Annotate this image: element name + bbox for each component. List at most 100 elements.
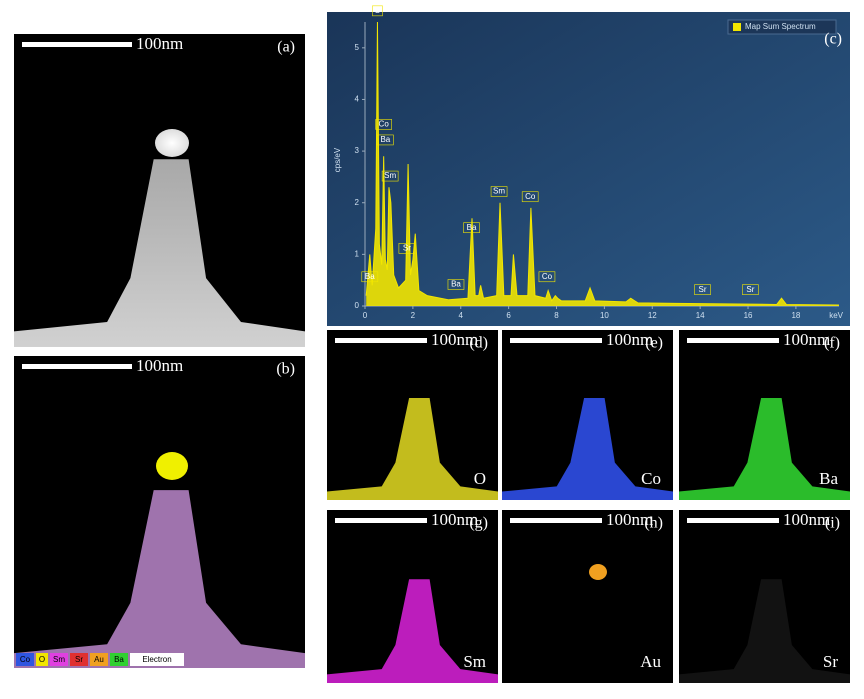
legend-label: Sm (53, 655, 65, 664)
element-label: Co (641, 469, 661, 488)
y-tick-label: 2 (355, 198, 360, 207)
legend-swatch (733, 23, 741, 31)
peak-label: Co (542, 272, 553, 281)
x-tick-label: 16 (744, 311, 753, 320)
peak-label-box (490, 186, 508, 197)
y-tick-label: 4 (355, 95, 360, 104)
panel-label: (h) (644, 515, 663, 532)
scale-bar (510, 338, 602, 343)
legend-chip (16, 653, 34, 666)
scale-bar (22, 42, 132, 47)
scale-bar-label: 100nm (431, 330, 478, 349)
element-label: Au (640, 652, 661, 671)
scale-bar (335, 518, 427, 523)
peak-label-box (398, 243, 416, 254)
x-tick-label: 10 (600, 311, 609, 320)
peak-label: Sr (699, 285, 707, 294)
peak-label: Co (379, 120, 390, 129)
element-label: Ba (819, 469, 838, 488)
peak-label: O (374, 6, 380, 15)
scale-bar (687, 338, 779, 343)
legend-chip (50, 653, 68, 666)
peak-label-box (538, 271, 556, 283)
x-tick-label: 4 (459, 311, 464, 320)
legend-label: Map Sum Spectrum (745, 22, 816, 31)
element-map (679, 398, 850, 500)
y-tick-label: 3 (355, 146, 360, 155)
legend-label: Electron (142, 655, 171, 664)
panel-label: (g) (469, 515, 488, 532)
y-tick-label: 1 (355, 249, 360, 258)
legend-chip (36, 653, 48, 666)
panel-bg (502, 510, 673, 683)
panel-label: (f) (824, 335, 840, 352)
peak-label: Ba (365, 272, 375, 281)
panel-label: (d) (469, 335, 488, 352)
scale-bar (22, 364, 132, 369)
legend-chip (90, 653, 108, 666)
element-label: O (474, 469, 486, 488)
scale-bar-label: 100nm (783, 330, 830, 349)
legend-chip (130, 653, 184, 666)
element-map (327, 579, 498, 683)
peak-label-box (361, 271, 379, 283)
legend-chip (110, 653, 128, 666)
scale-bar-label: 100nm (431, 510, 478, 529)
element-label: Sm (463, 652, 486, 671)
au-particle (155, 129, 189, 157)
element-map (502, 398, 673, 500)
peak-label: Ba (467, 223, 477, 232)
element-map (679, 579, 850, 683)
scale-bar-label: 100nm (136, 34, 183, 53)
panel-label: (c) (824, 31, 842, 48)
panel-label: (a) (277, 39, 295, 56)
peak-label-box (521, 191, 539, 203)
x-tick-label: 2 (411, 311, 416, 320)
peak-label: Ba (380, 135, 390, 144)
legend-box (727, 19, 837, 35)
spectrum-area (366, 22, 839, 306)
peak-label: Sr (403, 243, 411, 252)
y-tick-label: 5 (355, 43, 360, 52)
peak-label-box (377, 134, 394, 146)
x-tick-label: 8 (554, 311, 559, 320)
peak-label-box (372, 5, 383, 17)
panel-label: (b) (276, 361, 295, 378)
y-tick-label: 0 (355, 301, 360, 310)
scale-bar-label: 100nm (606, 510, 653, 529)
peak-label-box (742, 284, 759, 295)
peak-label-box (381, 170, 399, 182)
legend-label: Ba (114, 655, 124, 664)
x-tick-label: 14 (696, 311, 705, 320)
legend-chip (70, 653, 88, 666)
scale-bar-label: 100nm (136, 356, 183, 375)
scale-bar (335, 338, 427, 343)
tip-image (14, 159, 305, 347)
x-tick-label: 12 (648, 311, 657, 320)
peak-label: Sr (746, 285, 754, 294)
element-label: Sr (823, 652, 838, 671)
panel-label: (i) (825, 515, 840, 532)
peak-label-box (375, 119, 392, 130)
scale-bar (510, 518, 602, 523)
peak-label: Co (525, 192, 536, 201)
peak-label-box (463, 222, 480, 234)
peak-label: Ba (451, 280, 461, 289)
legend-label: Sr (75, 655, 83, 664)
legend-label: O (39, 655, 45, 664)
panel-label: (e) (645, 335, 663, 352)
peak-label: Sm (384, 171, 396, 180)
scale-bar (687, 518, 779, 523)
spectrum-line (365, 21, 840, 306)
x-tick-label: 18 (791, 311, 800, 320)
element-map (327, 398, 498, 500)
x-tick-label: 0 (363, 311, 368, 320)
peak-label-box (694, 284, 711, 295)
au-particle (156, 452, 188, 480)
scale-bar-label: 100nm (606, 330, 653, 349)
legend-label: Au (94, 655, 104, 664)
y-axis-label: cps/eV (333, 147, 342, 172)
peak-label-box (447, 279, 465, 290)
au-particle (589, 564, 607, 580)
